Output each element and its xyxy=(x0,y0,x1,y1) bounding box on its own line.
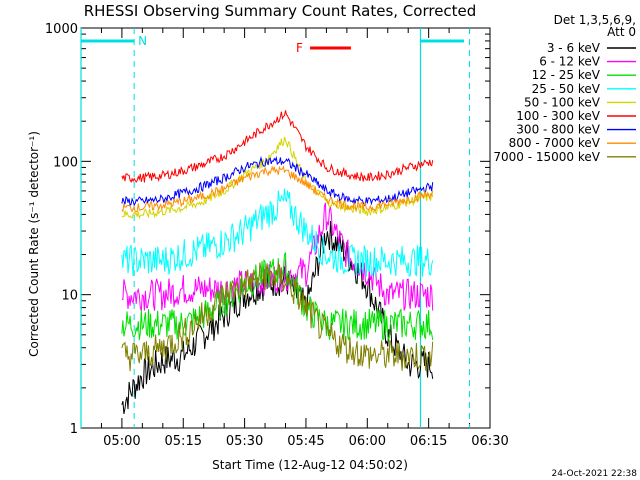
y-tick-label: 1000 xyxy=(45,22,78,37)
series-line-6 xyxy=(121,155,434,207)
y-tick-label: 100 xyxy=(53,155,78,170)
x-tick-label: 05:15 xyxy=(165,434,202,449)
chart-title: RHESSI Observing Summary Count Rates, Co… xyxy=(84,2,477,20)
series-lines xyxy=(121,110,434,414)
series-line-3 xyxy=(121,188,434,277)
y-axis-label: Corrected Count Rate (s⁻¹ detector⁻¹) xyxy=(27,131,41,357)
series-line-7 xyxy=(121,165,434,213)
series-line-1 xyxy=(121,202,434,311)
series-line-5 xyxy=(121,110,434,183)
legend-label: 800 - 7000 keV xyxy=(509,136,601,150)
series-line-0 xyxy=(121,220,434,414)
x-tick-label: 05:30 xyxy=(226,434,263,449)
footer-timestamp: 24-Oct-2021 22:38 xyxy=(552,469,638,479)
y-tick-label: 10 xyxy=(61,289,78,304)
series-line-4 xyxy=(121,136,434,220)
legend-label: 6 - 12 keV xyxy=(539,55,601,69)
legend-label: 300 - 800 keV xyxy=(516,123,600,137)
x-tick-label: 06:30 xyxy=(471,434,508,449)
annotation-label-f: F xyxy=(296,41,303,55)
plot-frame xyxy=(80,27,491,429)
y-tick-label: 1 xyxy=(70,422,78,437)
x-tick-label: 06:00 xyxy=(349,434,386,449)
legend-label: 3 - 6 keV xyxy=(547,41,601,55)
x-tick-label: 05:00 xyxy=(103,434,140,449)
annotation-label-n: N xyxy=(138,34,147,48)
series-line-8 xyxy=(121,262,434,373)
legend-label: 12 - 25 keV xyxy=(532,68,601,82)
axes: 1 10 100 1000 05:00 05:15 05:30 05:45 06:00 06:15… xyxy=(45,22,509,449)
series-line-2 xyxy=(121,252,434,342)
x-tick-label: 05:45 xyxy=(287,434,324,449)
legend-label: 100 - 300 keV xyxy=(516,109,600,123)
legend-label: 7000 - 15000 keV xyxy=(493,150,600,164)
legend-header-line1: Det 1,3,5,6,9, xyxy=(554,13,636,27)
legend-label: 25 - 50 keV xyxy=(532,82,601,96)
legend-label: 50 - 100 keV xyxy=(524,95,601,109)
x-tick-label: 06:15 xyxy=(410,434,447,449)
x-axis-label: Start Time (12-Aug-12 04:50:02) xyxy=(212,458,408,472)
legend-header-line2: Att 0 xyxy=(607,25,636,39)
